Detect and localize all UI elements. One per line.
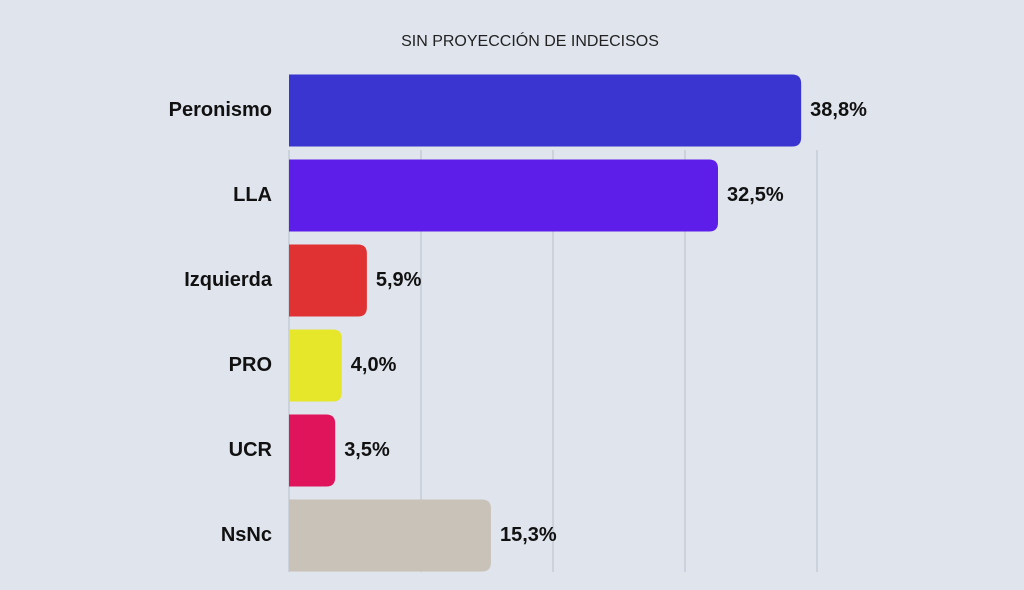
bar xyxy=(289,74,802,147)
category-label: NsNc xyxy=(221,524,272,546)
category-label: PRO xyxy=(229,354,272,376)
chart-title: SIN PROYECCIÓN DE INDECISOS xyxy=(401,31,659,50)
category-label: Izquierda xyxy=(184,269,273,291)
bar xyxy=(289,414,336,487)
value-label: 38,8% xyxy=(810,99,867,121)
value-label: 32,5% xyxy=(727,184,784,206)
category-label: UCR xyxy=(229,439,273,461)
category-label: Peronismo xyxy=(169,99,272,121)
bar xyxy=(289,329,342,402)
bar xyxy=(289,244,367,317)
bar xyxy=(289,499,491,572)
value-label: 4,0% xyxy=(351,354,397,376)
category-label: LLA xyxy=(233,184,272,206)
value-label: 5,9% xyxy=(376,269,422,291)
value-label: 15,3% xyxy=(500,524,557,546)
value-label: 3,5% xyxy=(344,439,390,461)
bar xyxy=(289,159,718,232)
